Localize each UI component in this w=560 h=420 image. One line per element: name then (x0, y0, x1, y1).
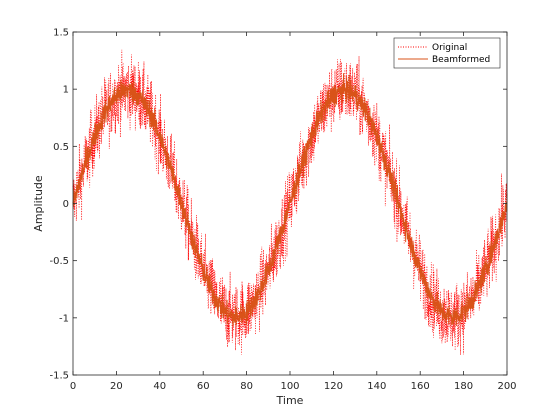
x-tick-label: 160 (411, 381, 430, 392)
y-tick-label: -1.5 (49, 371, 69, 382)
y-tick-label: -0.5 (49, 256, 69, 267)
y-tick-label: 0 (63, 199, 69, 210)
x-tick-label: 200 (497, 381, 516, 392)
series-layer (72, 49, 508, 355)
y-axis-label: Amplitude (32, 175, 45, 232)
y-tick-label: 1.5 (53, 28, 69, 39)
x-axis: 0 20 40 60 80 100 120 140 160 180 200 (70, 32, 517, 392)
series-line-beamformed (72, 73, 508, 327)
series-line-original (72, 49, 508, 355)
y-axis: -1.5 -1 -0.5 0 0.5 1 1.5 (49, 28, 507, 382)
x-tick-label: 180 (454, 381, 473, 392)
x-tick-label: 80 (240, 381, 253, 392)
x-tick-label: 120 (324, 381, 343, 392)
x-tick-label: 20 (110, 381, 123, 392)
x-tick-label: 0 (70, 381, 76, 392)
legend: Original Beamformed (393, 37, 501, 69)
x-tick-label: 100 (280, 381, 299, 392)
plot-area (72, 31, 508, 376)
plot-background (73, 32, 507, 375)
x-tick-label: 140 (367, 381, 386, 392)
legend-entry-original: Original (432, 43, 467, 53)
x-axis-label: Time (276, 394, 304, 407)
legend-box (393, 37, 501, 69)
x-tick-label: 40 (153, 381, 166, 392)
y-tick-label: 1 (63, 85, 69, 96)
x-tick-label: 60 (197, 381, 210, 392)
legend-entry-beamformed: Beamformed (432, 55, 490, 65)
y-tick-label: 0.5 (53, 142, 69, 153)
y-tick-label: -1 (59, 313, 69, 324)
